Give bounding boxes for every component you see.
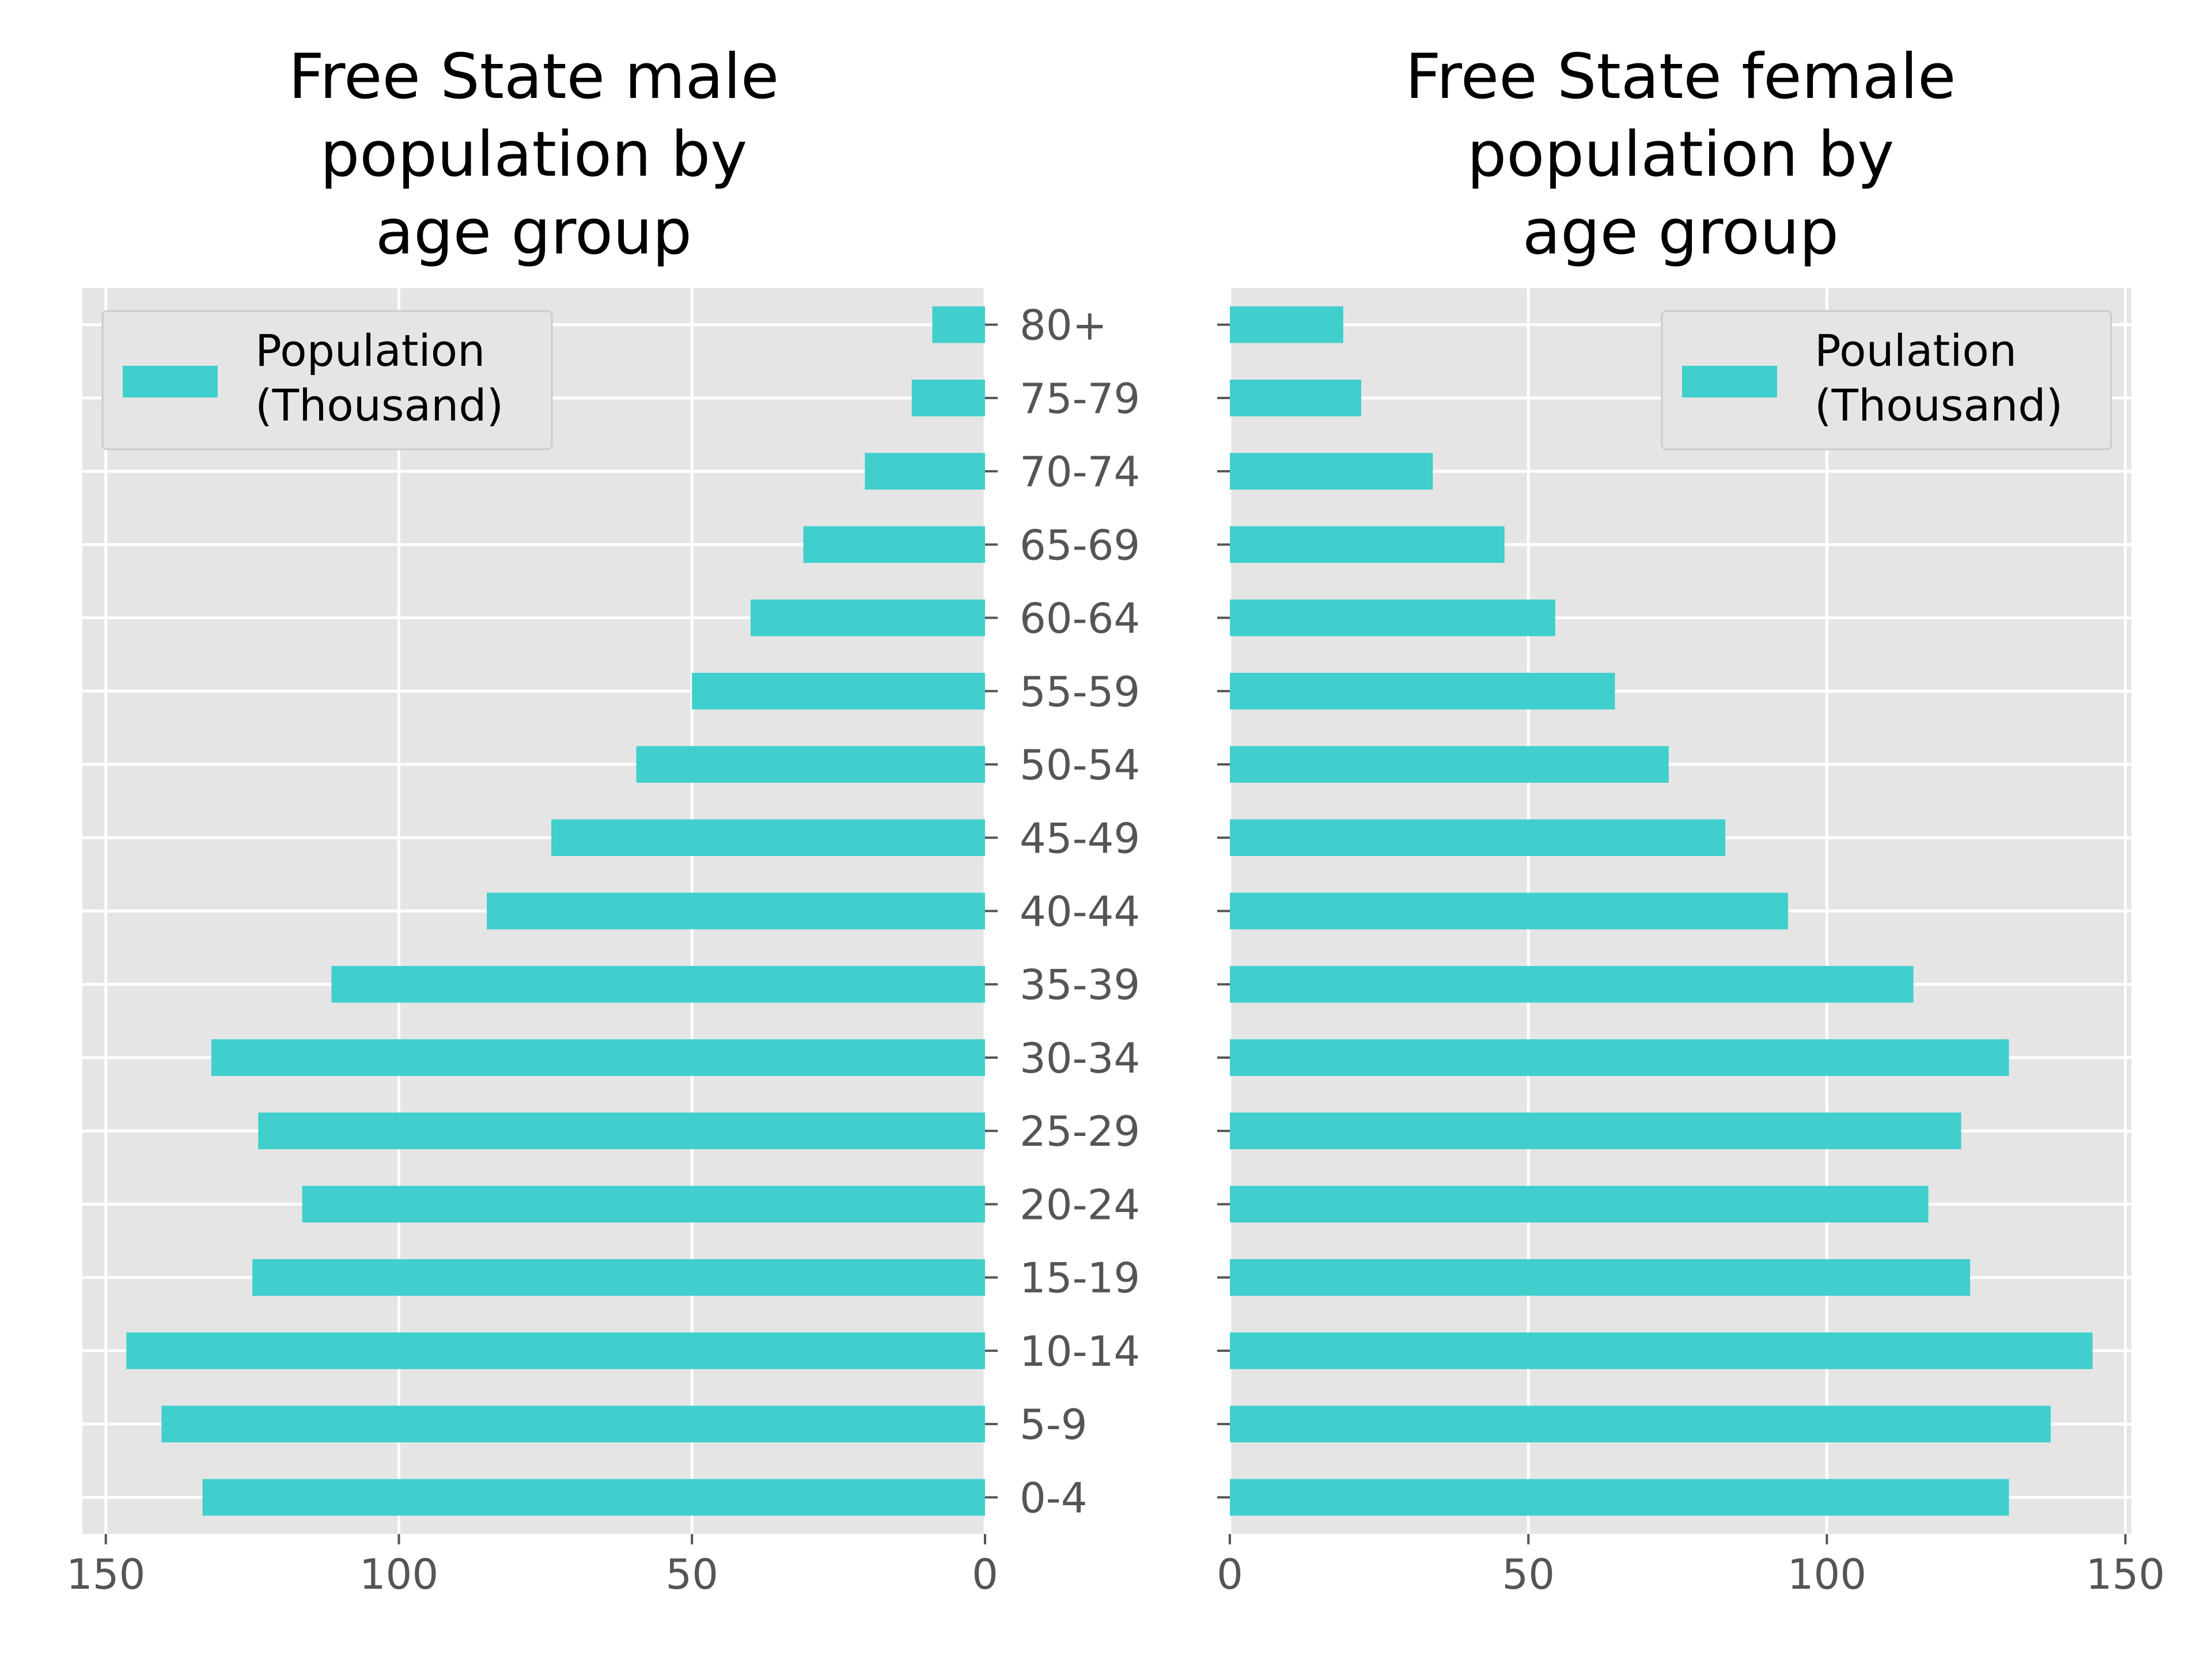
female-population-chart: Free State female population by age grou…	[1217, 41, 2165, 1599]
male-x-tick-label: 50	[665, 1550, 718, 1599]
male-y-tick-label: 0-4	[1020, 1474, 1088, 1522]
male-bar-30-34	[211, 1039, 985, 1076]
female-bar-35-39	[1230, 965, 1914, 1003]
male-y-tick-label: 65-69	[1020, 521, 1140, 569]
male-y-tick-label: 5-9	[1020, 1400, 1088, 1449]
male-bar-35-39	[331, 965, 985, 1003]
male-y-tick-label: 75-79	[1020, 374, 1140, 423]
female-bar-80+	[1230, 306, 1343, 343]
female-bar-55-59	[1230, 672, 1615, 710]
male-y-tick-label: 25-29	[1020, 1107, 1140, 1156]
male-bar-45-49	[551, 819, 985, 857]
male-bar-0-4	[202, 1479, 986, 1516]
male-y-axis-ticks: 0-4 5-9 10-14 15-19 20-24 25-29 30-34 35-39 40-4…	[985, 301, 1140, 1522]
male-x-tick-label: 0	[972, 1550, 998, 1599]
female-legend: Poulation (Thousand)	[1661, 310, 2112, 450]
male-y-tick-label: 70-74	[1020, 448, 1140, 496]
female-bar-50-54	[1230, 746, 1669, 783]
male-bar-70-74	[865, 453, 985, 490]
male-legend-label-line-2: (Thousand)	[255, 380, 503, 431]
male-bar-10-14	[126, 1332, 985, 1369]
female-chart-title-line-2: population by	[1467, 119, 1895, 191]
female-bar-40-44	[1230, 892, 1789, 930]
male-x-axis-ticks: 150 100 50 0	[66, 1534, 998, 1599]
male-bar-80+	[932, 306, 985, 343]
male-y-tick-label: 10-14	[1020, 1327, 1140, 1376]
female-x-tick-label: 50	[1502, 1550, 1555, 1599]
male-bar-50-54	[636, 746, 985, 783]
male-chart-title-line-2: population by	[320, 119, 748, 191]
female-bar-65-69	[1230, 526, 1505, 563]
female-bar-75-79	[1230, 380, 1362, 416]
male-legend-label-line-1: Population	[255, 325, 485, 376]
female-bar-60-64	[1230, 599, 1555, 637]
female-bar-45-49	[1230, 819, 1726, 857]
female-legend-label-line-1: Poulation	[1815, 325, 2017, 376]
female-bar-15-19	[1230, 1259, 1971, 1296]
female-bar-30-34	[1230, 1039, 2009, 1076]
male-bar-60-64	[750, 599, 985, 637]
male-bar-40-44	[487, 892, 985, 930]
female-chart-title-line-3: age group	[1522, 196, 1839, 268]
female-bar-10-14	[1230, 1332, 2093, 1369]
male-y-tick-label: 80+	[1020, 301, 1107, 350]
male-y-tick-label: 35-39	[1020, 961, 1140, 1009]
female-bar-20-24	[1230, 1185, 1929, 1223]
female-x-tick-label: 0	[1217, 1550, 1243, 1599]
male-bar-5-9	[161, 1406, 985, 1442]
female-x-tick-label: 100	[1787, 1550, 1866, 1599]
male-bar-25-29	[258, 1112, 985, 1150]
female-bar-5-9	[1230, 1406, 2051, 1442]
female-x-axis-ticks: 0 50 100 150	[1217, 1534, 2165, 1599]
female-bar-25-29	[1230, 1112, 1961, 1150]
male-x-tick-label: 150	[66, 1550, 145, 1599]
female-bar-70-74	[1230, 453, 1433, 490]
female-bar-0-4	[1230, 1479, 2009, 1516]
female-bars	[1230, 306, 2093, 1516]
male-y-tick-label: 45-49	[1020, 814, 1140, 862]
male-chart-title-line-3: age group	[376, 196, 692, 268]
male-legend: Population (Thousand)	[101, 310, 553, 450]
female-legend-box	[1661, 310, 2112, 450]
male-bar-15-19	[252, 1259, 985, 1296]
female-chart-title-line-1: Free State female	[1405, 41, 1956, 113]
female-x-tick-label: 150	[2086, 1550, 2165, 1599]
male-population-chart: Free State male population by age group …	[66, 41, 1140, 1599]
male-bars	[126, 306, 986, 1516]
male-y-tick-label: 20-24	[1020, 1180, 1140, 1229]
female-legend-label-line-2: (Thousand)	[1815, 380, 2063, 431]
male-y-tick-label: 60-64	[1020, 594, 1140, 643]
male-bar-65-69	[803, 526, 985, 563]
male-y-tick-label: 30-34	[1020, 1034, 1140, 1082]
male-bar-55-59	[692, 672, 985, 710]
male-legend-swatch	[123, 366, 218, 397]
male-y-tick-label: 40-44	[1020, 888, 1140, 936]
male-bar-75-79	[911, 380, 985, 416]
male-y-tick-label: 15-19	[1020, 1254, 1140, 1302]
male-x-tick-label: 100	[359, 1550, 438, 1599]
female-y-axis-ticks	[1217, 323, 1230, 1499]
male-chart-title-line-1: Free State male	[289, 41, 779, 113]
male-bar-20-24	[302, 1185, 985, 1223]
male-y-tick-label: 50-54	[1020, 741, 1140, 789]
female-legend-swatch	[1682, 366, 1777, 397]
male-y-tick-label: 55-59	[1020, 668, 1140, 716]
male-legend-box	[101, 310, 553, 450]
